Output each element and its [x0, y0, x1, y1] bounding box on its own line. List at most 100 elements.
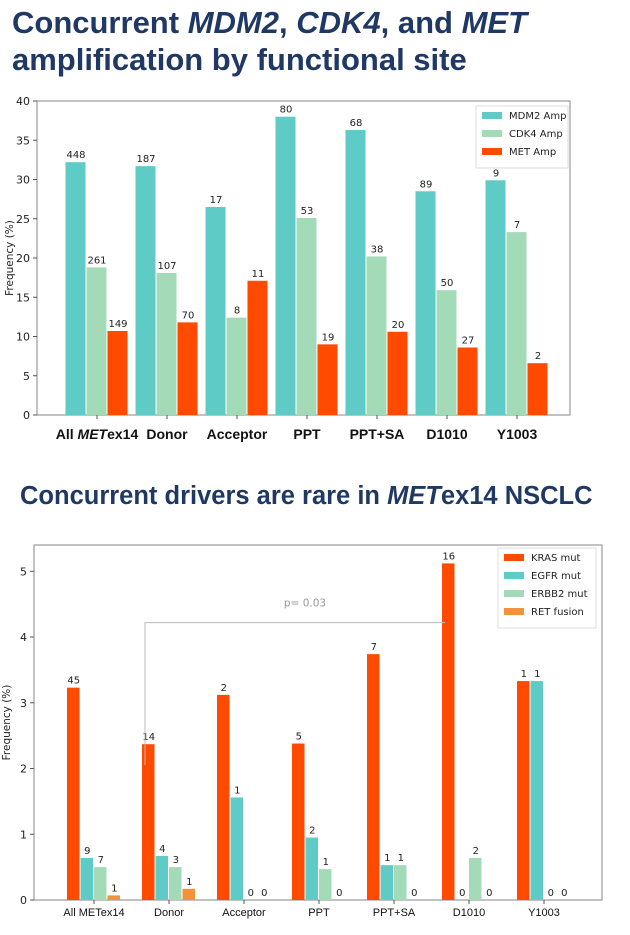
y-tick-label: 3: [20, 697, 27, 710]
bar-ret-fusion: [182, 888, 195, 900]
bar-kras-mut: [442, 563, 455, 900]
data-label: 9: [84, 846, 90, 857]
data-label: 1: [384, 853, 390, 864]
x-tick-label: D1010: [453, 907, 485, 919]
legend-swatch: [482, 148, 502, 155]
chart-title-drivers: Concurrent drivers are rare in METex14 N…: [20, 480, 630, 512]
data-label: 2: [221, 683, 227, 694]
bar-cdk4-amp: [226, 317, 247, 415]
bar-met-amp: [247, 280, 268, 415]
bar-kras-mut: [67, 687, 80, 900]
bar-cdk4-amp: [436, 290, 457, 415]
data-label: 11: [252, 269, 265, 280]
data-label: 7: [371, 642, 377, 653]
y-axis-label: Frequency (%): [4, 220, 16, 296]
legend-label: CDK4 Amp: [509, 129, 563, 140]
data-label: 107: [157, 261, 176, 272]
p-value-label: p= 0.03: [284, 598, 326, 610]
data-label: 27: [462, 335, 475, 346]
data-label: 20: [392, 320, 405, 331]
bar-egfr-mut: [380, 865, 393, 900]
bar-mdm2-amp: [345, 130, 366, 416]
bar-mdm2-amp: [65, 162, 86, 415]
x-tick-label: All METex14: [56, 426, 139, 442]
title-segment: , and: [380, 5, 462, 40]
data-label: 70: [182, 310, 195, 321]
bar-egfr-mut: [230, 797, 243, 900]
data-label: 89: [420, 179, 433, 190]
data-label: 0: [336, 888, 342, 899]
y-tick-label: 5: [23, 370, 30, 383]
title-segment: Concurrent drivers are rare in: [20, 482, 388, 510]
bar-erbb2-mut: [469, 857, 482, 900]
bar-cdk4-amp: [506, 232, 527, 415]
x-tick-label: PPT: [293, 426, 321, 442]
legend-swatch: [504, 590, 524, 597]
bar-erbb2-mut: [394, 865, 407, 900]
data-label: 8: [234, 306, 240, 317]
bar-cdk4-amp: [366, 256, 387, 415]
data-label: 50: [441, 278, 454, 289]
x-tick-label: PPT: [308, 907, 330, 919]
legend-swatch: [504, 554, 524, 561]
x-tick-label: Donor: [154, 907, 184, 919]
data-label: 0: [248, 888, 254, 899]
title-segment: Concurrent: [12, 5, 188, 40]
data-label: 0: [261, 888, 267, 899]
y-tick-label: 2: [20, 763, 27, 776]
y-tick-label: 40: [16, 95, 30, 108]
data-label: 187: [136, 154, 155, 165]
bar-met-amp: [457, 347, 478, 415]
data-label: 7: [98, 855, 104, 866]
bar-kras-mut: [142, 744, 155, 900]
bar-kras-mut: [217, 694, 230, 900]
y-tick-label: 15: [16, 291, 30, 304]
data-label: 1: [521, 669, 527, 680]
data-label: 14: [142, 732, 155, 743]
data-label: 2: [535, 351, 541, 362]
title-segment: MDM2: [187, 5, 279, 40]
legend-label: MDM2 Amp: [509, 111, 566, 122]
y-tick-label: 35: [16, 134, 30, 147]
legend-swatch: [482, 112, 502, 119]
legend-label: KRAS mut: [531, 553, 581, 564]
bar-cdk4-amp: [156, 272, 177, 415]
data-label: 68: [350, 118, 363, 129]
bar-kras-mut: [367, 654, 380, 900]
title-segment: amplification by functional site: [12, 42, 467, 77]
chart-title-amplification: Concurrent MDM2, CDK4, and MET amplifica…: [12, 4, 630, 78]
bar-met-amp: [107, 331, 128, 415]
bar-erbb2-mut: [94, 867, 107, 900]
bar-erbb2-mut: [319, 869, 332, 900]
y-tick-label: 4: [20, 631, 27, 644]
bar-met-amp: [317, 344, 338, 415]
x-tick-label: All METex14: [63, 907, 124, 919]
bar-egfr-mut: [80, 857, 93, 900]
y-tick-label: 0: [23, 409, 30, 422]
data-label: 3: [173, 855, 179, 866]
data-label: 9: [493, 168, 499, 179]
bar-mdm2-amp: [485, 180, 506, 415]
y-tick-label: 30: [16, 174, 30, 187]
legend-swatch: [504, 572, 524, 579]
data-label: 16: [442, 551, 455, 562]
title-segment: ,: [278, 5, 297, 40]
legend-swatch: [504, 608, 524, 615]
bar-met-amp: [177, 322, 198, 415]
legend-label: ERBB2 mut: [531, 589, 588, 600]
bar-mdm2-amp: [275, 116, 296, 415]
x-tick-label: Acceptor: [207, 426, 268, 442]
data-label: 0: [548, 888, 554, 899]
data-label: 1: [534, 669, 540, 680]
x-tick-label: PPT+SA: [350, 426, 405, 442]
significance-bracket: [144, 622, 445, 765]
data-label: 0: [411, 888, 417, 899]
x-tick-label: Acceptor: [222, 907, 266, 919]
y-tick-label: 20: [16, 252, 30, 265]
y-tick-label: 10: [16, 331, 30, 344]
data-label: 1: [398, 853, 404, 864]
legend-swatch: [482, 130, 502, 137]
x-tick-label: D1010: [426, 426, 467, 442]
